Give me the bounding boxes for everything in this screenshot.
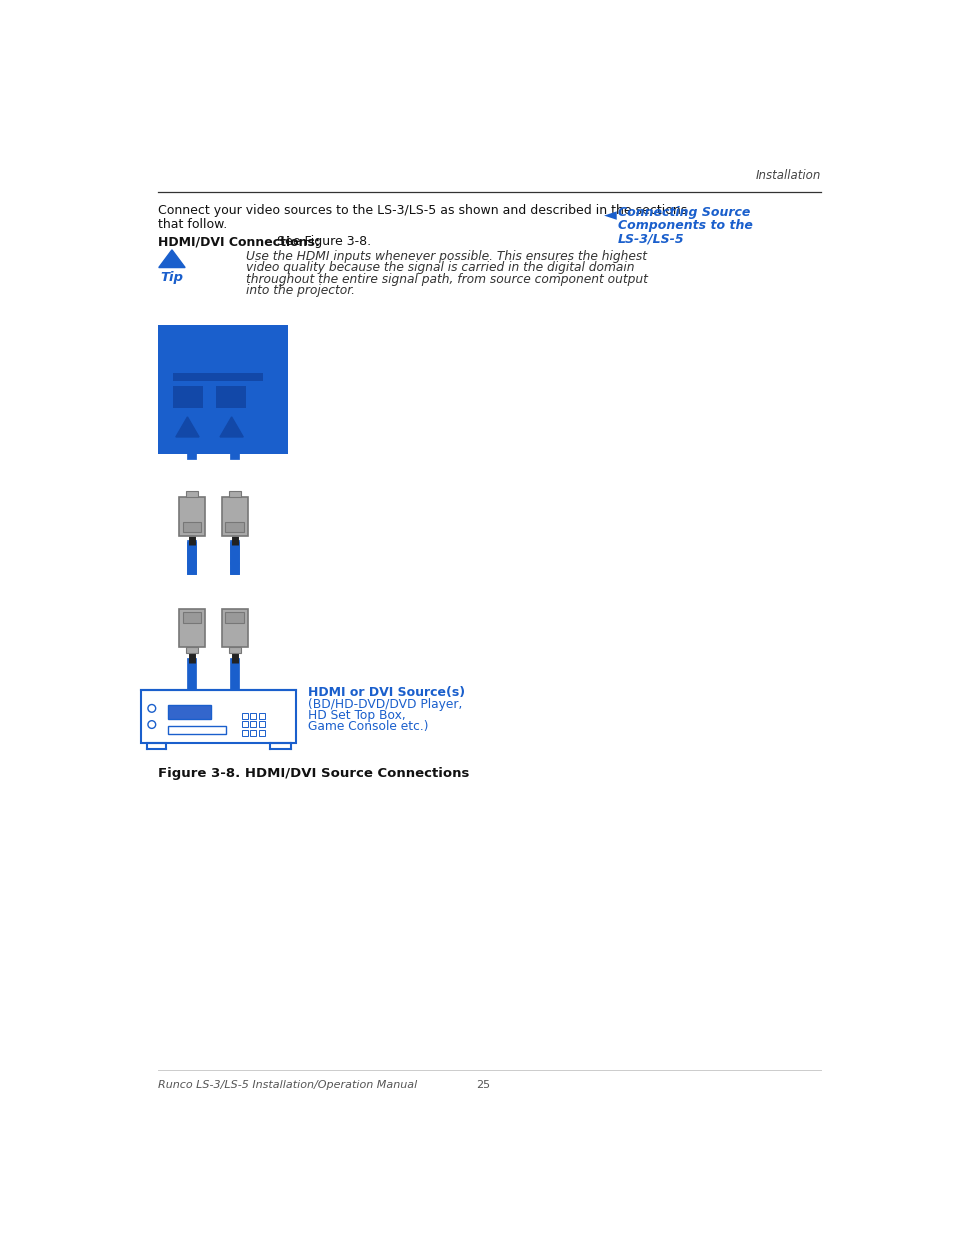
Text: Connecting Source: Connecting Source (617, 206, 749, 219)
Polygon shape (158, 249, 185, 268)
Bar (221, 609, 248, 647)
Text: LS-3/LS-5: LS-3/LS-5 (617, 232, 683, 245)
Text: Game Console etc.): Game Console etc.) (307, 720, 428, 732)
Bar (250, 721, 256, 727)
Bar (168, 705, 211, 719)
Text: Installation: Installation (755, 169, 820, 182)
Bar (258, 721, 265, 727)
Text: Runco LS-3/LS-5 Installation/Operation Manual: Runco LS-3/LS-5 Installation/Operation M… (158, 1079, 416, 1091)
Text: HDMI or DVI Source(s): HDMI or DVI Source(s) (307, 685, 464, 699)
Text: Tip: Tip (160, 270, 183, 284)
Bar (225, 521, 244, 532)
Text: 25: 25 (476, 1079, 489, 1091)
Bar (216, 387, 245, 408)
Text: Components to the: Components to the (617, 219, 752, 232)
Circle shape (148, 721, 155, 729)
Bar (183, 611, 201, 622)
Bar (258, 713, 265, 719)
Bar (183, 521, 201, 532)
Bar (241, 721, 248, 727)
Bar (241, 730, 248, 736)
Text: HD Set Top Box,: HD Set Top Box, (307, 709, 405, 721)
Bar (173, 387, 203, 408)
Bar (168, 726, 226, 734)
Text: (BD/HD-DVD/DVD Player,: (BD/HD-DVD/DVD Player, (307, 698, 461, 711)
Bar (250, 730, 256, 736)
Text: See Figure 3-8.: See Figure 3-8. (273, 235, 371, 248)
Bar (221, 496, 248, 536)
Text: into the projector.: into the projector. (245, 284, 355, 298)
Bar (141, 689, 295, 743)
Bar (179, 609, 205, 647)
Bar (241, 713, 248, 719)
Text: that follow.: that follow. (158, 217, 227, 231)
Text: Connect your video sources to the LS-3/LS-5 as shown and described in the sectio: Connect your video sources to the LS-3/L… (158, 205, 686, 217)
Text: throughout the entire signal path, from source component output: throughout the entire signal path, from … (245, 273, 647, 287)
Text: Figure 3-8. HDMI/DVI Source Connections: Figure 3-8. HDMI/DVI Source Connections (158, 767, 469, 779)
Bar (225, 611, 244, 622)
Bar (250, 713, 256, 719)
Text: Use the HDMI inputs whenever possible. This ensures the highest: Use the HDMI inputs whenever possible. T… (245, 249, 646, 263)
Bar (173, 373, 220, 380)
Bar (179, 496, 205, 536)
Bar (258, 730, 265, 736)
Circle shape (148, 704, 155, 713)
Bar (158, 325, 288, 454)
Bar (216, 373, 262, 380)
Text: ◄: ◄ (603, 206, 616, 224)
Text: HDMI/DVI Connections:: HDMI/DVI Connections: (158, 235, 319, 248)
Polygon shape (220, 417, 243, 437)
Bar (186, 647, 198, 653)
Bar (229, 490, 241, 496)
Bar (186, 490, 198, 496)
Text: video quality because the signal is carried in the digital domain: video quality because the signal is carr… (245, 262, 634, 274)
Polygon shape (175, 417, 199, 437)
Bar (229, 647, 241, 653)
